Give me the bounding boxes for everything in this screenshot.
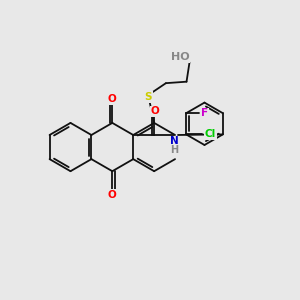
Text: S: S xyxy=(145,92,152,102)
Text: O: O xyxy=(150,106,159,116)
Text: H: H xyxy=(170,145,178,155)
Text: N: N xyxy=(170,136,178,146)
Text: F: F xyxy=(201,108,208,118)
Text: O: O xyxy=(108,94,117,104)
Text: O: O xyxy=(108,190,117,200)
Text: HO: HO xyxy=(171,52,189,62)
Text: Cl: Cl xyxy=(205,129,216,140)
